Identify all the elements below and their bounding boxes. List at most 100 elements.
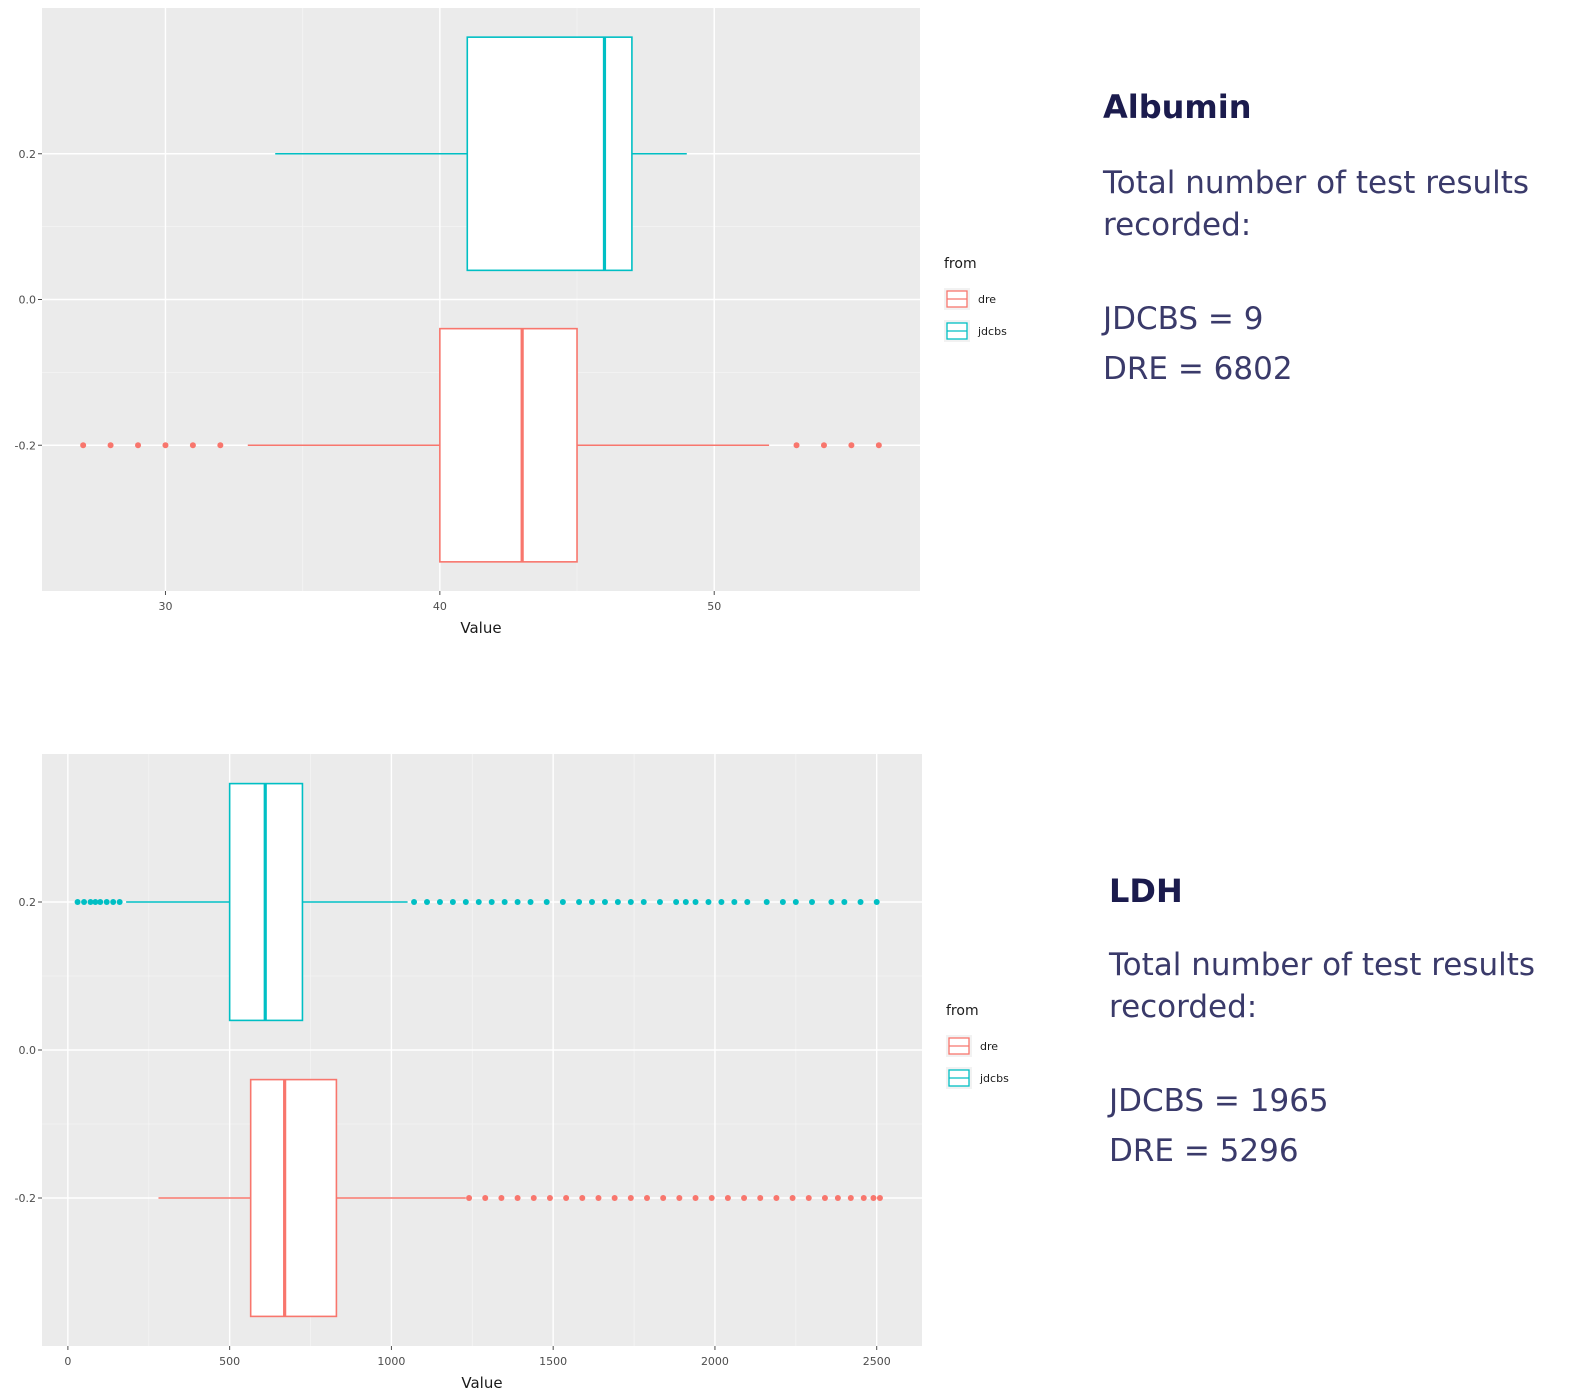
albumin-heading: Albumin — [1103, 88, 1252, 126]
albumin-dre-count: DRE = 6802 — [1103, 351, 1293, 387]
outlier-point — [805, 1195, 812, 1201]
outlier-point — [436, 899, 443, 905]
outlier-point — [217, 442, 224, 449]
chart-0: 30 40 50 0.2 0.0 -0.2 Value from dre jdcbs — [15, 8, 1007, 637]
outlier-point — [530, 1195, 537, 1201]
outlier-point — [135, 442, 142, 449]
outlier-point — [660, 1195, 667, 1201]
ldh-info-panel: LDH Total number of test results recorde… — [1109, 872, 1535, 1176]
albumin-info-panel: Albumin Total number of test results rec… — [1103, 88, 1529, 394]
outlier-point — [97, 899, 104, 905]
outlier-point — [876, 1195, 883, 1201]
outlier-point — [601, 899, 608, 905]
outlier-point — [718, 899, 725, 905]
legend-entry-jdcbs: jdcbs — [946, 1067, 1009, 1089]
box — [466, 36, 633, 272]
legend-entry-dre: dre — [946, 1035, 998, 1057]
x-tick-label: 500 — [219, 1355, 240, 1368]
outlier-point — [80, 442, 87, 449]
outlier-point — [563, 1195, 570, 1201]
outlier-point — [466, 1195, 473, 1201]
series-dre — [80, 327, 882, 563]
outlier-point — [656, 899, 663, 905]
outlier-point — [527, 899, 534, 905]
outlier-point — [792, 899, 799, 905]
x-tick-label: 0 — [64, 1355, 71, 1368]
ldh-dre-count: DRE = 5296 — [1109, 1133, 1299, 1169]
outlier-point — [773, 1195, 780, 1201]
outlier-point — [103, 899, 110, 905]
box — [439, 327, 578, 563]
outlier-point — [110, 899, 117, 905]
x-tick-label: 1000 — [377, 1355, 405, 1368]
outlier-point — [682, 899, 689, 905]
outlier-point — [793, 442, 800, 449]
outlier-point — [763, 899, 770, 905]
legend-label: dre — [978, 293, 996, 306]
outlier-point — [488, 899, 495, 905]
x-tick-label: 2500 — [863, 1355, 891, 1368]
outlier-point — [595, 1195, 602, 1201]
outlier-point — [475, 899, 482, 905]
outlier-point — [779, 899, 786, 905]
outlier-point — [857, 899, 864, 905]
ldh-heading: LDH — [1109, 872, 1183, 910]
outlier-point — [847, 1195, 854, 1201]
x-tick-label: 40 — [433, 600, 447, 613]
albumin-description: Total number of test results recorded: — [1103, 165, 1530, 243]
x-tick-label: 30 — [158, 600, 172, 613]
legend-title: from — [946, 1003, 979, 1019]
outlier-point — [92, 899, 99, 905]
outlier-point — [514, 899, 521, 905]
outlier-point — [627, 899, 634, 905]
series-jdcbs — [275, 36, 687, 272]
legend-label: jdcbs — [977, 325, 1007, 338]
legend-label: dre — [980, 1040, 998, 1053]
outlier-point — [676, 1195, 683, 1201]
y-tick-label: -0.2 — [15, 1192, 36, 1205]
outlier-point — [611, 1195, 618, 1201]
outlier-point — [543, 899, 550, 905]
y-tick-label: 0.0 — [19, 1044, 37, 1057]
x-tick-label: 2000 — [701, 1355, 729, 1368]
x-axis-title: Value — [460, 619, 501, 637]
outlier-point — [579, 1195, 586, 1201]
outlier-point — [498, 1195, 505, 1201]
legend-title: from — [944, 256, 977, 272]
outlier-point — [873, 899, 880, 905]
outlier-point — [589, 899, 595, 905]
outlier-point — [644, 1195, 650, 1201]
outlier-point — [576, 899, 583, 905]
outlier-point — [482, 1195, 489, 1201]
ldh-description: Total number of test results recorded: — [1109, 947, 1536, 1025]
outlier-point — [673, 899, 680, 905]
chart-1: 0 500 1000 1500 2000 2500 0.2 0.0 -0.2 Value from d… — [15, 754, 1009, 1392]
outlier-point — [870, 1195, 877, 1201]
outlier-point — [546, 1195, 553, 1201]
outlier-point — [741, 1195, 748, 1201]
y-tick-label: 0.2 — [19, 148, 37, 161]
outlier-point — [692, 1195, 699, 1201]
outlier-point — [875, 442, 882, 449]
x-tick-label: 1500 — [539, 1355, 567, 1368]
outlier-point — [107, 442, 114, 449]
legend-entry-dre: dre — [944, 288, 996, 310]
outlier-point — [411, 899, 418, 905]
outlier-point — [514, 1195, 521, 1201]
outlier-point — [627, 1195, 634, 1201]
outlier-point — [116, 899, 123, 905]
outlier-point — [731, 899, 738, 905]
legend-entry-jdcbs: jdcbs — [944, 320, 1007, 342]
outlier-point — [87, 899, 94, 905]
outlier-point — [692, 899, 699, 905]
outlier-point — [724, 1195, 731, 1201]
outlier-point — [809, 899, 815, 905]
outlier-point — [462, 899, 469, 905]
outlier-point — [834, 1195, 841, 1201]
outlier-point — [424, 899, 430, 905]
outlier-point — [501, 899, 508, 905]
outlier-point — [821, 1195, 828, 1201]
outlier-point — [614, 899, 621, 905]
outlier-point — [757, 1195, 764, 1201]
